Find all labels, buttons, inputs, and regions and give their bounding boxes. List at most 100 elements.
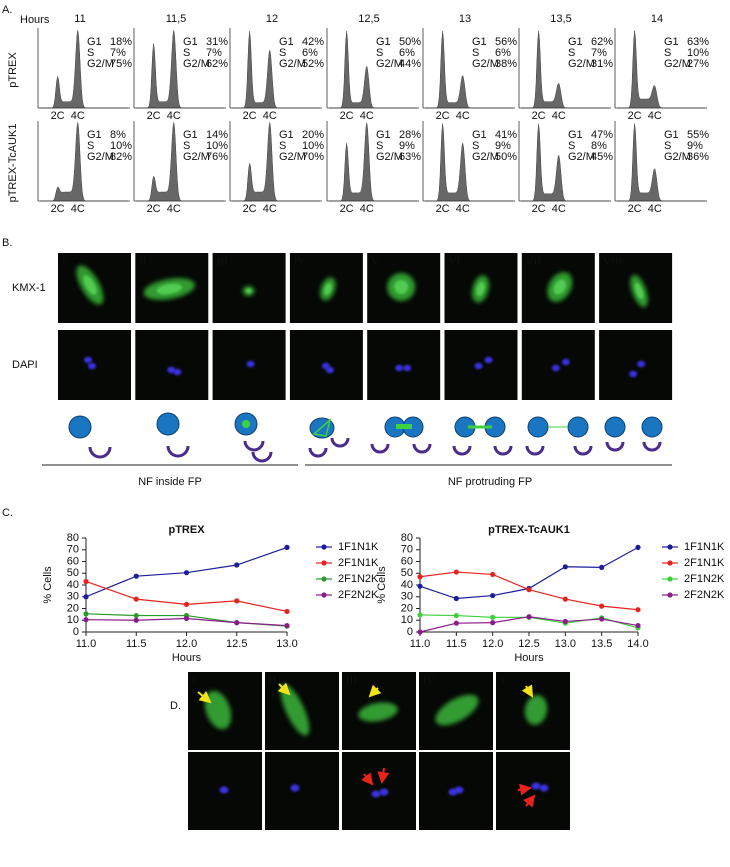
column-numeral: V <box>500 675 508 687</box>
phase-label: S <box>568 140 575 152</box>
legend-marker <box>667 576 673 582</box>
peak-label: 2C <box>436 203 450 215</box>
column-numeral: I <box>192 675 196 687</box>
phase-label: S <box>279 47 286 59</box>
data-point <box>635 544 641 551</box>
data-point <box>417 612 423 618</box>
y-tick-label: 80 <box>401 532 413 544</box>
data-point <box>183 615 190 622</box>
data-point <box>133 612 139 619</box>
flagellum-arc <box>412 443 432 454</box>
y-tick-label: 50 <box>401 567 413 579</box>
nucleus-cartoon <box>68 415 92 439</box>
phase-value: 10% <box>110 140 132 152</box>
micrograph <box>135 330 209 400</box>
phase-label: S <box>472 140 479 152</box>
hour-label: 13 <box>459 13 471 25</box>
phase-value: 7% <box>206 47 222 59</box>
data-point <box>133 573 139 579</box>
nucleus-cartoon <box>156 412 180 436</box>
y-tick-label: 50 <box>67 567 79 579</box>
dna-stain <box>561 358 570 366</box>
x-tick-label: 11.0 <box>410 638 431 650</box>
data-point <box>417 629 423 635</box>
dna-stain <box>637 360 646 368</box>
data-point <box>453 612 459 619</box>
data-point <box>284 544 290 551</box>
flagellum-arc <box>605 441 625 452</box>
column-numeral: VI <box>449 256 461 268</box>
arrow <box>197 690 212 704</box>
peak-label: 2C <box>243 110 257 122</box>
column-numeral: VIII <box>603 256 622 268</box>
data-point <box>133 596 139 602</box>
phase-label: G1 <box>376 129 391 141</box>
phase-value: 42% <box>302 36 324 48</box>
column-numeral: II <box>139 256 147 268</box>
phase-label: S <box>664 47 671 59</box>
peak-label: 2C <box>340 110 354 122</box>
nucleus-cartoon <box>527 416 549 438</box>
phase-value: 20% <box>302 129 324 141</box>
y-tick-label: 10 <box>401 614 413 626</box>
flagellum-arc <box>330 437 350 448</box>
y-tick-label: 20 <box>401 602 413 614</box>
peak-label: 2C <box>51 203 65 215</box>
y-tick-label: 30 <box>401 591 413 603</box>
dna-stain <box>551 364 560 372</box>
peak-label: 4C <box>648 110 662 122</box>
data-point <box>562 596 568 602</box>
phase-value: 6% <box>495 47 511 59</box>
peak-label: 2C <box>532 203 546 215</box>
phase-label: G1 <box>664 36 679 48</box>
phase-label: S <box>472 47 479 59</box>
micrograph <box>342 752 416 830</box>
data-point <box>284 622 290 629</box>
hour-label: 12,5 <box>358 13 379 25</box>
data-point <box>562 618 568 625</box>
nucleus-cartoon <box>567 416 589 438</box>
data-point <box>453 569 459 575</box>
flagellum-arc <box>573 445 593 456</box>
group-label: NF inside FP <box>138 476 202 488</box>
flagellum-arc <box>166 445 190 458</box>
flagellum-arc <box>308 447 328 458</box>
x-tick-label: 11.5 <box>446 638 467 650</box>
peak-label: 4C <box>167 110 181 122</box>
phase-label: S <box>183 140 190 152</box>
phase-value: 44% <box>399 58 421 70</box>
phase-value: 50% <box>495 151 517 163</box>
y-axis-label: % Cells <box>376 566 388 604</box>
x-tick-label: 13.0 <box>555 638 576 650</box>
phase-label: G1 <box>472 129 487 141</box>
micrograph <box>265 752 339 830</box>
phase-value: 7% <box>591 47 607 59</box>
phase-value: 38% <box>495 58 517 70</box>
x-tick-label: 12.0 <box>482 638 503 650</box>
dna-stain <box>219 786 229 794</box>
legend-marker <box>321 544 327 550</box>
legend-label: 2F2N2K <box>684 589 725 601</box>
phase-label: G2/M <box>472 58 499 70</box>
peak-label: 2C <box>147 110 161 122</box>
y-tick-label: 40 <box>401 579 413 591</box>
phase-value: 55% <box>687 129 709 141</box>
phase-label: G2/M <box>87 58 114 70</box>
phase-value: 27% <box>687 58 709 70</box>
flagellum-arc <box>493 445 513 456</box>
dna-stain <box>167 366 176 374</box>
nucleus-cartoon <box>604 416 626 438</box>
data-point <box>83 617 89 623</box>
data-point <box>83 594 89 600</box>
peak-label: 4C <box>456 110 470 122</box>
cell-stain <box>476 282 485 296</box>
data-point <box>183 570 190 576</box>
cell-stain <box>634 282 644 300</box>
dna-stain <box>246 360 255 368</box>
peak-label: 4C <box>71 203 85 215</box>
peak-label: 2C <box>628 110 642 122</box>
x-tick-label: 12.5 <box>518 638 539 650</box>
phase-value: 10% <box>206 140 228 152</box>
y-tick-label: 80 <box>67 532 79 544</box>
